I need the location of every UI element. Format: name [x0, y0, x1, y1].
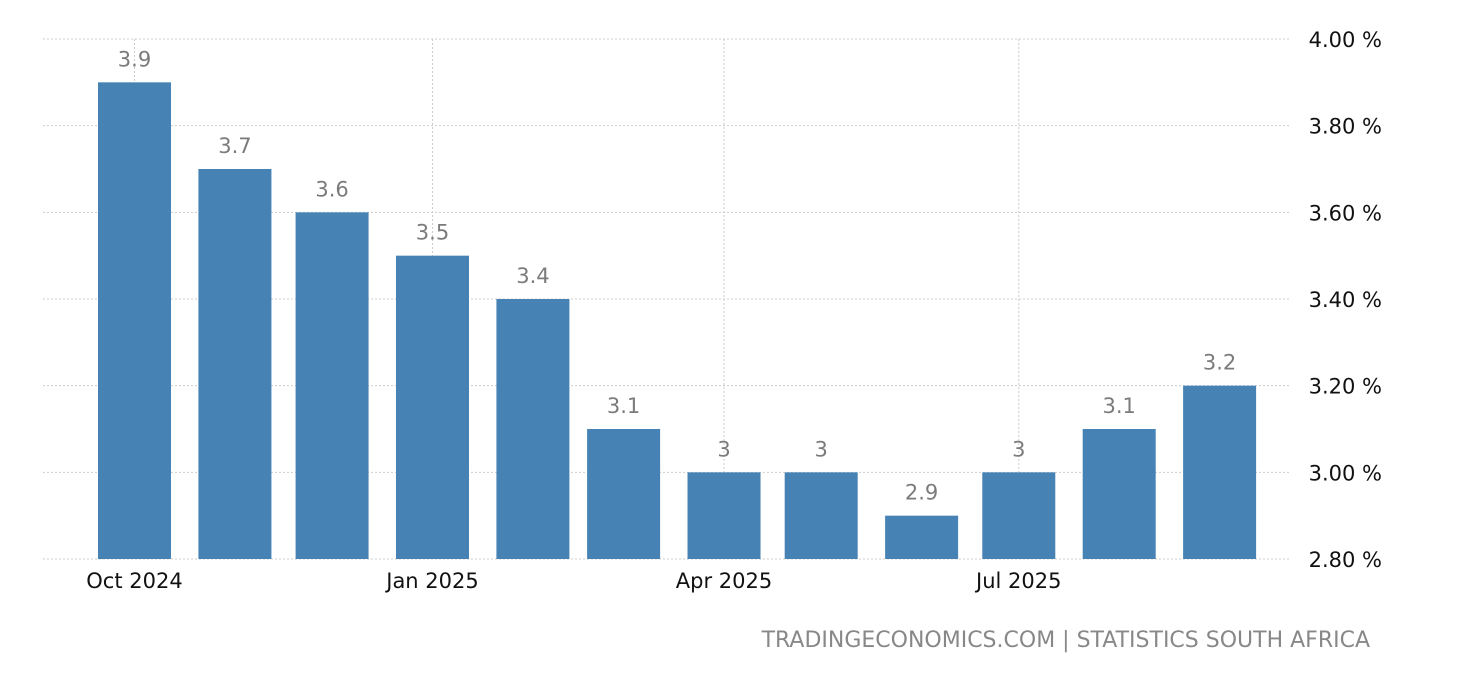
- y-tick-label: 3.60 %: [1309, 201, 1382, 225]
- y-tick-label: 2.80 %: [1309, 548, 1382, 572]
- bar: [982, 472, 1056, 559]
- bar: [198, 169, 272, 559]
- bar: [885, 515, 959, 559]
- data-label: 3.7: [218, 134, 251, 158]
- data-label: 3.4: [516, 264, 549, 288]
- data-label: 3.1: [607, 394, 640, 418]
- bar: [1082, 429, 1156, 559]
- source-footer: TRADINGECONOMICS.COM | STATISTICS SOUTH …: [761, 628, 1370, 653]
- bar: [784, 472, 858, 559]
- y-tick-label: 3.40 %: [1309, 288, 1382, 312]
- data-label: 3: [1012, 437, 1025, 461]
- data-label: 3.1: [1102, 394, 1135, 418]
- data-label: 2.9: [905, 481, 938, 505]
- data-label: 3.2: [1203, 351, 1236, 375]
- x-tick-label: Jul 2025: [974, 569, 1061, 593]
- data-label: 3.5: [416, 221, 449, 245]
- data-label: 3.6: [315, 177, 348, 201]
- x-tick-label: Jan 2025: [384, 569, 479, 593]
- bar: [396, 255, 469, 559]
- x-tick-label: Oct 2024: [86, 569, 182, 593]
- y-tick-label: 3.80 %: [1309, 115, 1382, 139]
- y-tick-label: 3.20 %: [1309, 375, 1382, 399]
- y-tick-label: 4.00 %: [1309, 28, 1382, 52]
- bar: [295, 212, 369, 560]
- data-label: 3: [815, 437, 828, 461]
- bar: [587, 429, 661, 559]
- bar: [687, 472, 761, 559]
- bar: [1183, 385, 1257, 559]
- data-label: 3: [717, 437, 730, 461]
- bar: [98, 82, 171, 559]
- y-tick-label: 3.00 %: [1309, 461, 1382, 485]
- bar: [496, 299, 570, 559]
- x-tick-label: Apr 2025: [676, 569, 772, 593]
- data-label: 3.9: [118, 47, 151, 71]
